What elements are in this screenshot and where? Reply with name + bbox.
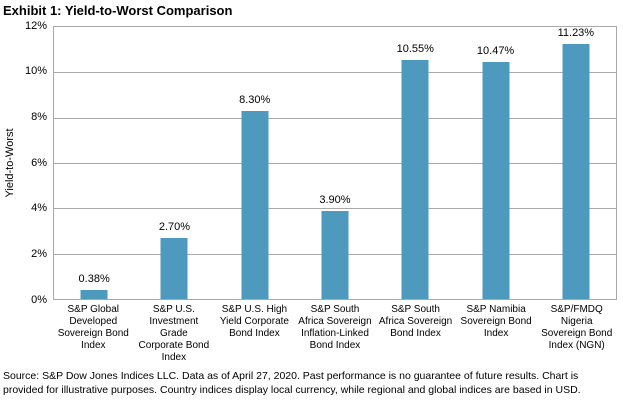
y-tick-label: 2% bbox=[31, 247, 47, 260]
gridline bbox=[54, 163, 616, 164]
bar bbox=[482, 61, 510, 299]
bar-value-label: 11.23% bbox=[557, 27, 595, 40]
bar-value-label: 10.55% bbox=[396, 42, 434, 55]
bar-column: 0.38% bbox=[54, 27, 134, 299]
bar-column: 2.70% bbox=[134, 27, 214, 299]
x-axis-labels: S&P Global Developed Sovereign Bond Inde… bbox=[53, 304, 617, 368]
bar bbox=[80, 290, 108, 299]
y-tick-label: 4% bbox=[31, 202, 47, 215]
bar bbox=[562, 44, 590, 299]
x-axis-category-label: S&P U.S. High Yield Corporate Bond Index bbox=[219, 304, 289, 339]
plot-area: 0.38% 2.70% 8.30% 3.90% 10.55% 10.47% 11.23% bbox=[53, 26, 617, 300]
bar-column: 3.90% bbox=[295, 27, 375, 299]
bar-value-label: 8.30% bbox=[239, 93, 271, 106]
bar-column: 8.30% bbox=[215, 27, 295, 299]
chart-title: Exhibit 1: Yield-to-Worst Comparison bbox=[3, 3, 233, 18]
y-tick-label: 8% bbox=[31, 110, 47, 123]
y-axis-ticks: 0% 2% 4% 6% 8% 10% 12% bbox=[0, 0, 48, 320]
y-tick-label: 6% bbox=[31, 156, 47, 169]
bar bbox=[241, 110, 269, 299]
x-axis-category-label: S&P Global Developed Sovereign Bond Inde… bbox=[57, 304, 129, 351]
gridline bbox=[54, 117, 616, 119]
bar bbox=[401, 59, 429, 299]
gridline bbox=[54, 72, 616, 74]
bar-value-label: 2.70% bbox=[158, 220, 191, 233]
x-axis-category-label: S&P Namibia Sovereign Bond Index bbox=[460, 304, 532, 339]
x-axis-category-label: S&P South Africa Sovereign Inflation-Lin… bbox=[298, 304, 372, 351]
x-axis-category-label: S&P U.S. Investment Grade Corporate Bond… bbox=[138, 304, 210, 363]
bar-value-label: 3.90% bbox=[319, 193, 351, 206]
bar bbox=[160, 237, 188, 299]
y-tick-label: 12% bbox=[24, 19, 47, 32]
bar-column: 10.47% bbox=[455, 27, 535, 299]
source-note: Source: S&P Dow Jones Indices LLC. Data … bbox=[3, 370, 581, 396]
bar-column: 11.23% bbox=[536, 27, 616, 299]
y-tick-label: 10% bbox=[24, 65, 47, 78]
y-tick-label: 0% bbox=[31, 293, 47, 306]
bar-value-label: 0.38% bbox=[78, 273, 110, 286]
bar-column: 10.55% bbox=[375, 27, 455, 299]
gridline bbox=[54, 208, 616, 210]
bar-value-label: 10.47% bbox=[476, 44, 515, 57]
x-axis-category-label: S&P/FMDQ Nigeria Sovereign Bond Index (N… bbox=[541, 304, 613, 351]
bar bbox=[321, 210, 349, 299]
x-axis-category-label: S&P South Africa Sovereign Bond Index bbox=[378, 304, 453, 339]
